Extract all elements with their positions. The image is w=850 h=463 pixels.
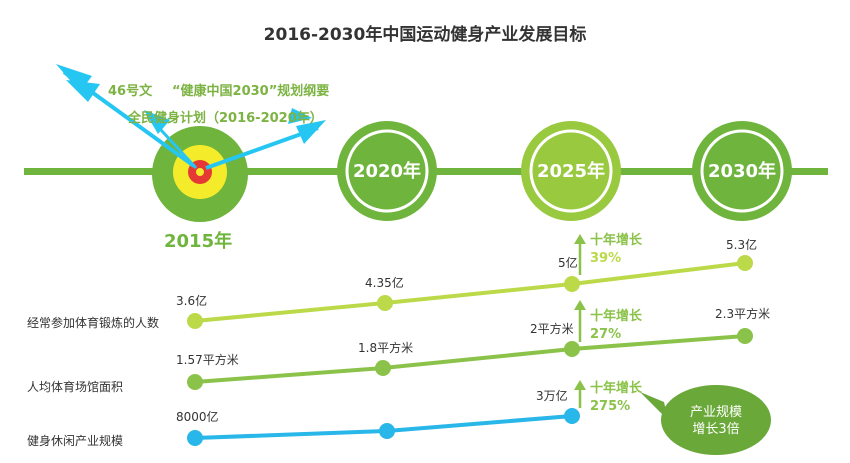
value-label: 1.8平方米 bbox=[358, 341, 414, 355]
growth-value: 39% bbox=[590, 251, 622, 266]
growth-title: 十年增长 bbox=[590, 233, 643, 248]
dart-arrow-icon bbox=[56, 64, 196, 168]
bubble-line-1: 产业规模 bbox=[689, 405, 742, 420]
plan-label-46: 46号文 bbox=[108, 84, 153, 99]
up-arrow-icon bbox=[574, 300, 586, 342]
row3-point bbox=[564, 408, 580, 424]
growth-value: 27% bbox=[590, 327, 622, 342]
row2-point bbox=[737, 328, 753, 344]
row1-points bbox=[187, 255, 753, 329]
milestone-label-2030: 2030年 bbox=[707, 161, 777, 182]
value-label: 5亿 bbox=[558, 256, 578, 270]
row1-line bbox=[194, 261, 746, 323]
plan-label-healthy-china: “健康中国2030”规划纲要 bbox=[172, 84, 330, 99]
year-2015-label: 2015年 bbox=[164, 231, 233, 252]
up-arrow-icon bbox=[574, 380, 586, 408]
row-label-exercise: 经常参加体育锻炼的人数 bbox=[27, 316, 160, 330]
value-label: 8000亿 bbox=[176, 410, 219, 424]
row1-point bbox=[187, 313, 203, 329]
growth-title: 十年增长 bbox=[590, 381, 643, 396]
bubble-text: 产业规模 增长3倍 bbox=[668, 404, 764, 438]
dart-arrow-icon bbox=[144, 110, 198, 170]
row2-points bbox=[187, 328, 753, 390]
row2-point bbox=[187, 374, 203, 390]
value-label: 2平方米 bbox=[530, 322, 574, 336]
row2-line bbox=[194, 334, 746, 384]
page-title: 2016-2030年中国运动健身产业发展目标 bbox=[263, 25, 587, 45]
value-label: 1.57平方米 bbox=[176, 353, 239, 367]
row1-point bbox=[737, 255, 753, 271]
dart-arrow-icon bbox=[205, 108, 326, 170]
plan-label-fitness-plan: 全民健身计划（2016-2020年） bbox=[128, 111, 323, 126]
row-label-industry-scale: 健身休闲产业规模 bbox=[27, 434, 124, 448]
row3-points bbox=[187, 408, 580, 446]
row2-point bbox=[375, 360, 391, 376]
growth-title: 十年增长 bbox=[590, 309, 643, 324]
bubble-line-2: 增长3倍 bbox=[692, 422, 740, 437]
value-label: 5.3亿 bbox=[726, 238, 758, 252]
value-label: 3.6亿 bbox=[176, 294, 208, 308]
row1-point bbox=[564, 276, 580, 292]
row1-point bbox=[377, 295, 393, 311]
milestone-circle-2025 bbox=[521, 121, 621, 221]
bullseye-target-icon bbox=[152, 126, 248, 222]
row2-point bbox=[564, 341, 580, 357]
milestone-circle-2020 bbox=[337, 121, 437, 221]
value-label: 2.3平方米 bbox=[715, 307, 771, 321]
speech-bubble bbox=[640, 385, 771, 455]
value-label: 3万亿 bbox=[536, 389, 568, 403]
row3-point bbox=[187, 430, 203, 446]
milestone-label-2025: 2025年 bbox=[536, 161, 606, 182]
value-label: 4.35亿 bbox=[365, 276, 404, 290]
milestone-label-2020: 2020年 bbox=[352, 161, 422, 182]
growth-value: 275% bbox=[590, 399, 631, 414]
row3-point bbox=[379, 423, 395, 439]
up-arrow-icon bbox=[574, 234, 586, 275]
milestone-circle-2030 bbox=[692, 121, 792, 221]
row-label-venue-area: 人均体育场馆面积 bbox=[27, 380, 124, 394]
